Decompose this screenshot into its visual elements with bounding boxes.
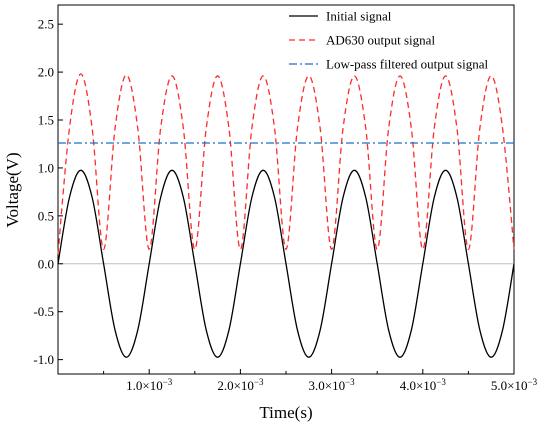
y-tick-label-5: 1.5 xyxy=(38,113,54,128)
x-axis-title: Time(s) xyxy=(259,403,312,422)
x-tick-label-4: 5.0×10−3 xyxy=(491,377,538,393)
y-tick-label-1: -0.5 xyxy=(33,304,54,319)
x-tick-label-0: 1.0×10−3 xyxy=(126,377,173,393)
x-tick-label-1: 2.0×10−3 xyxy=(217,377,264,393)
y-tick-label-7: 2.5 xyxy=(38,17,54,32)
x-tick-label-3: 4.0×10−3 xyxy=(400,377,447,393)
series-layer xyxy=(57,73,515,358)
y-axis: -1.0 -0.5 0.0 0.5 1.0 1.5 2.0 2.5 xyxy=(33,17,63,367)
series-line-0 xyxy=(57,169,515,358)
legend-label-2: Low-pass filtered output signal xyxy=(326,57,488,72)
series-line-1 xyxy=(57,73,515,255)
legend-label-0: Initial signal xyxy=(326,9,392,24)
y-tick-label-3: 0.5 xyxy=(38,208,54,223)
legend: Initial signal AD630 output signal Low-pas… xyxy=(289,9,488,72)
y-axis-title: Voltage(V) xyxy=(3,152,22,227)
y-tick-label-6: 2.0 xyxy=(38,65,54,80)
y-tick-label-4: 1.0 xyxy=(38,160,54,175)
y-tick-label-2: 0.0 xyxy=(38,256,54,271)
y-tick-label-0: -1.0 xyxy=(33,352,54,367)
x-tick-label-2: 3.0×10−3 xyxy=(309,377,356,393)
x-axis: 1.0×10−3 2.0×10−3 3.0×10−3 4.0×10−3 5.0×10−3 xyxy=(103,369,538,393)
legend-label-1: AD630 output signal xyxy=(326,33,435,48)
